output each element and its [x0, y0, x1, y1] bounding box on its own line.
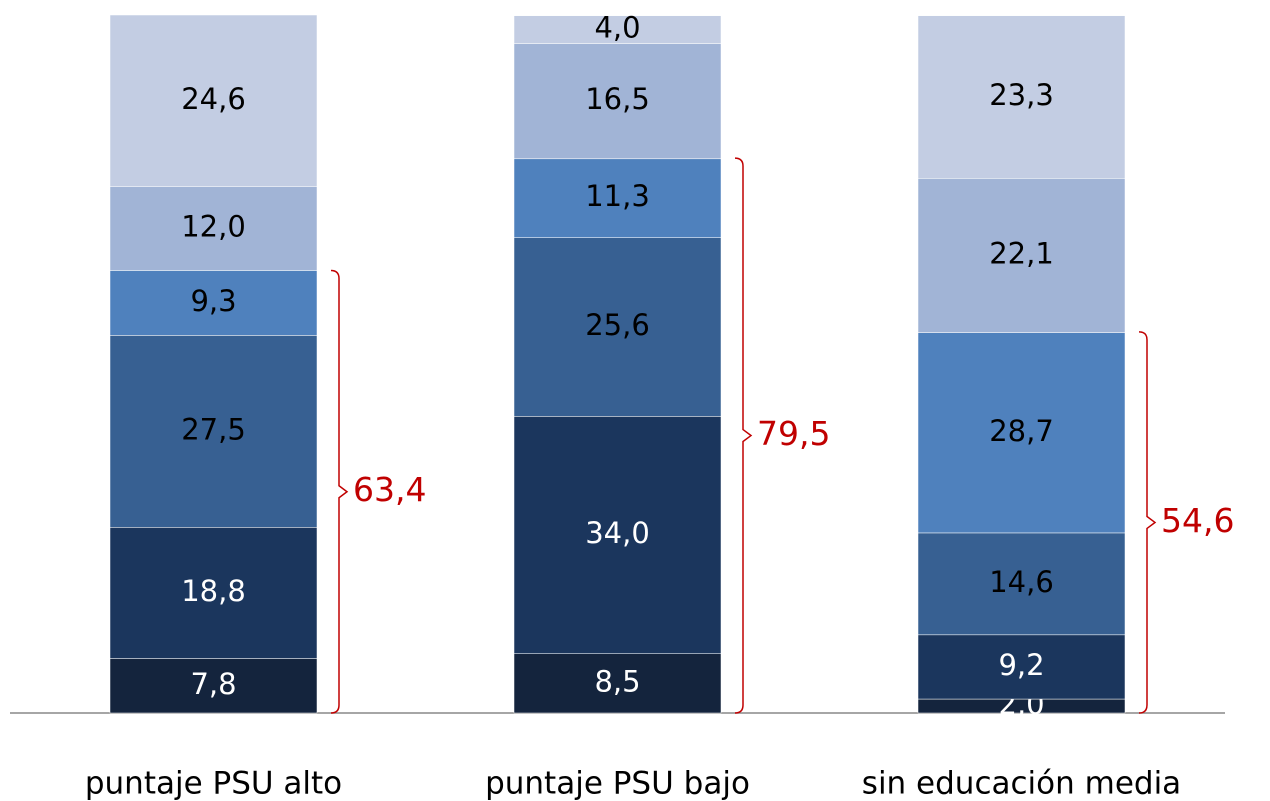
data-label: 22,1 [989, 236, 1054, 270]
bar-segment [109, 186, 318, 271]
bar-segment [917, 532, 1126, 636]
bar-segment [917, 15, 1126, 179]
bar-segment [917, 178, 1126, 333]
bracket [1138, 331, 1157, 714]
x-tick-label: sin educación media [862, 766, 1181, 801]
bar-segment [109, 527, 318, 659]
bar-segment [109, 270, 318, 336]
bar-segment [513, 416, 722, 654]
data-label: 27,5 [181, 412, 246, 446]
bracket [330, 269, 349, 714]
data-label: 7,8 [190, 667, 236, 701]
data-label: 34,0 [585, 516, 650, 550]
annotation: 79,5 [757, 414, 830, 453]
x-tick-label: puntaje PSU bajo [485, 766, 750, 801]
data-label: 9,2 [998, 648, 1044, 682]
data-label: 4,0 [594, 11, 640, 45]
bracket [734, 157, 753, 714]
bar-segment [109, 14, 318, 187]
bar-segment [513, 237, 722, 417]
bar-segment [109, 658, 318, 714]
data-label: 24,6 [181, 82, 246, 116]
x-tick-label: puntaje PSU alto [85, 766, 342, 801]
data-label: 9,3 [190, 284, 236, 318]
annotation: 54,6 [1161, 501, 1234, 540]
data-label: 16,5 [585, 82, 650, 116]
data-label: 12,0 [181, 210, 246, 244]
bar-segment [513, 15, 722, 44]
annotation: 63,4 [353, 470, 426, 509]
data-label: 23,3 [989, 78, 1054, 112]
bar-segment [513, 158, 722, 238]
data-label: 18,8 [181, 574, 246, 608]
bar-segment [917, 332, 1126, 534]
bar-segment [513, 43, 722, 160]
data-label: 25,6 [585, 308, 650, 342]
bar-segment [109, 335, 318, 528]
data-label: 28,7 [989, 414, 1054, 448]
data-label: 8,5 [594, 664, 640, 698]
bar-segment [513, 653, 722, 714]
bar-segment [917, 634, 1126, 700]
data-label: 11,3 [585, 179, 650, 213]
data-label: 14,6 [989, 565, 1054, 599]
